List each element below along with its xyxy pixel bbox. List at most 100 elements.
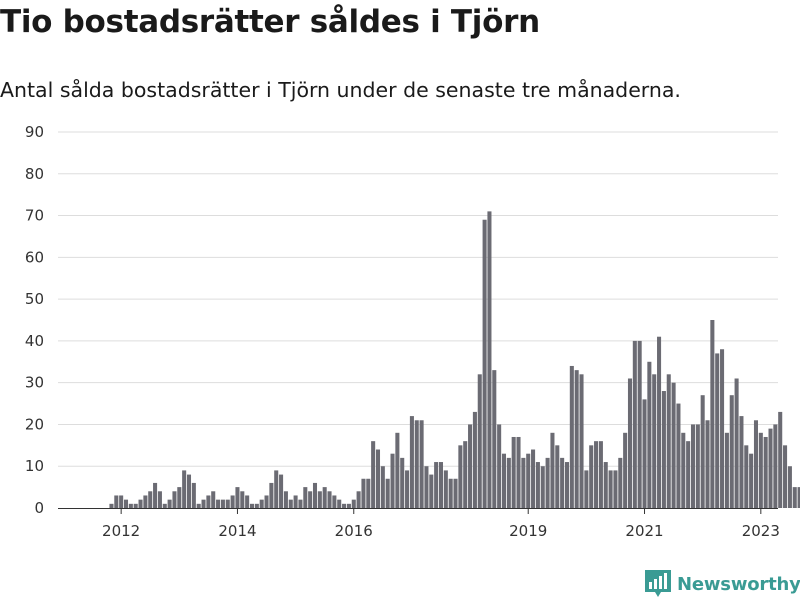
bar (487, 211, 492, 508)
bar (710, 320, 715, 508)
bar (700, 395, 705, 508)
bar (690, 424, 696, 508)
bar (574, 370, 579, 508)
bar (133, 503, 138, 508)
bar (472, 411, 477, 508)
chart-subtitle: Antal sålda bostadsrätter i Tjörn under … (0, 78, 681, 102)
bar (477, 374, 482, 508)
bar (458, 445, 463, 508)
x-tick-label: 2019 (509, 522, 547, 540)
bar (438, 462, 444, 508)
bar (346, 503, 351, 508)
y-tick-label: 40 (25, 332, 44, 350)
bar (196, 503, 201, 508)
bar (657, 336, 662, 508)
bar (128, 503, 133, 508)
bar (303, 487, 308, 508)
bar (298, 499, 303, 508)
bar (356, 491, 361, 508)
bar (337, 499, 342, 508)
bar (671, 382, 676, 508)
bar (283, 491, 288, 508)
y-tick-label: 80 (25, 165, 44, 183)
x-tick-label: 2012 (102, 522, 140, 540)
x-tick-label: 2023 (742, 522, 780, 540)
bar (322, 487, 327, 508)
bar (603, 462, 608, 508)
bar (569, 365, 574, 508)
bar (797, 487, 800, 508)
bar (787, 466, 792, 508)
bar (414, 420, 419, 508)
bar (211, 491, 216, 508)
bar (138, 499, 143, 508)
bar (545, 457, 550, 508)
bar (225, 499, 230, 508)
bar (652, 374, 657, 508)
y-tick-label: 70 (25, 207, 44, 225)
newsworthy-logo: Newsworthy (645, 570, 800, 598)
bar (516, 436, 521, 508)
bar (385, 478, 390, 508)
bar (594, 441, 599, 508)
y-tick-label: 30 (25, 374, 44, 392)
bar (332, 495, 337, 508)
bar (148, 491, 153, 508)
bar (443, 470, 448, 508)
bar (375, 449, 381, 508)
bar (598, 441, 603, 508)
bar (724, 432, 729, 508)
bar (172, 491, 177, 508)
bar (753, 420, 759, 508)
bar (768, 428, 773, 508)
bar (749, 453, 754, 508)
bar (521, 457, 526, 508)
bar (792, 487, 797, 508)
bar (729, 395, 734, 508)
bar (550, 432, 555, 508)
bar (618, 457, 623, 508)
bar (579, 374, 584, 508)
x-tick-label: 2021 (625, 522, 663, 540)
y-tick-label: 0 (34, 499, 44, 517)
bar (279, 474, 284, 508)
bar (119, 495, 124, 508)
bar (526, 453, 531, 508)
bar (681, 432, 686, 508)
bar (497, 424, 502, 508)
bar (409, 416, 414, 508)
bar (506, 457, 511, 508)
bar (220, 499, 225, 508)
bar (560, 457, 565, 508)
bar (666, 374, 671, 508)
bar (540, 466, 545, 508)
bar (613, 470, 618, 508)
bar (434, 462, 439, 508)
bar (245, 495, 250, 508)
chart-title: Tio bostadsrätter såldes i Tjörn (0, 4, 540, 40)
bar (274, 470, 279, 508)
bar (317, 491, 322, 508)
bar (642, 399, 647, 508)
y-tick-label: 20 (25, 415, 44, 433)
bar (182, 470, 187, 508)
bar (744, 445, 749, 508)
bar (206, 495, 211, 508)
bar (463, 441, 468, 508)
bar (288, 499, 293, 508)
bar (405, 470, 410, 508)
bar (501, 453, 507, 508)
bar (705, 420, 710, 508)
bar (109, 503, 114, 508)
bar (535, 462, 540, 508)
bar (419, 420, 424, 508)
bar (661, 391, 666, 508)
bar (366, 478, 371, 508)
bar (773, 424, 778, 508)
bar (763, 436, 768, 508)
bar (511, 436, 516, 508)
bar (531, 449, 536, 508)
newsworthy-logo-icon (645, 570, 671, 597)
bar (623, 432, 628, 508)
